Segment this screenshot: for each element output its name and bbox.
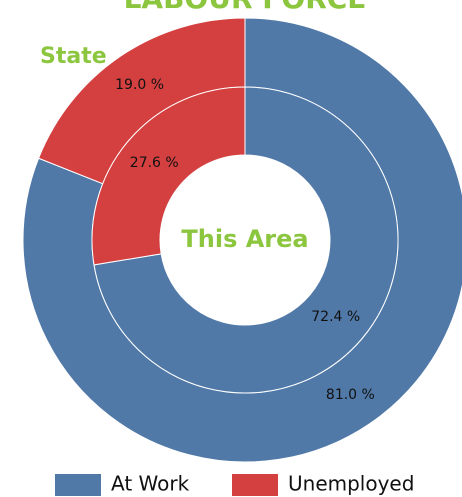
legend-label: Unemployed [288, 472, 414, 496]
value-label: 72.4 % [311, 309, 360, 325]
ring-label: State [40, 44, 107, 69]
legend-swatch [232, 474, 278, 496]
slice [91, 86, 246, 266]
ring-label: This Area [181, 225, 308, 253]
legend-swatch [55, 474, 101, 496]
value-label: 19.0 % [115, 77, 164, 93]
value-label: 81.0 % [326, 387, 375, 403]
slice [93, 86, 399, 394]
chart-title: LABOUR FORCE [124, 0, 367, 15]
legend-label: At Work [111, 472, 190, 496]
value-label: 27.6 % [130, 155, 179, 171]
